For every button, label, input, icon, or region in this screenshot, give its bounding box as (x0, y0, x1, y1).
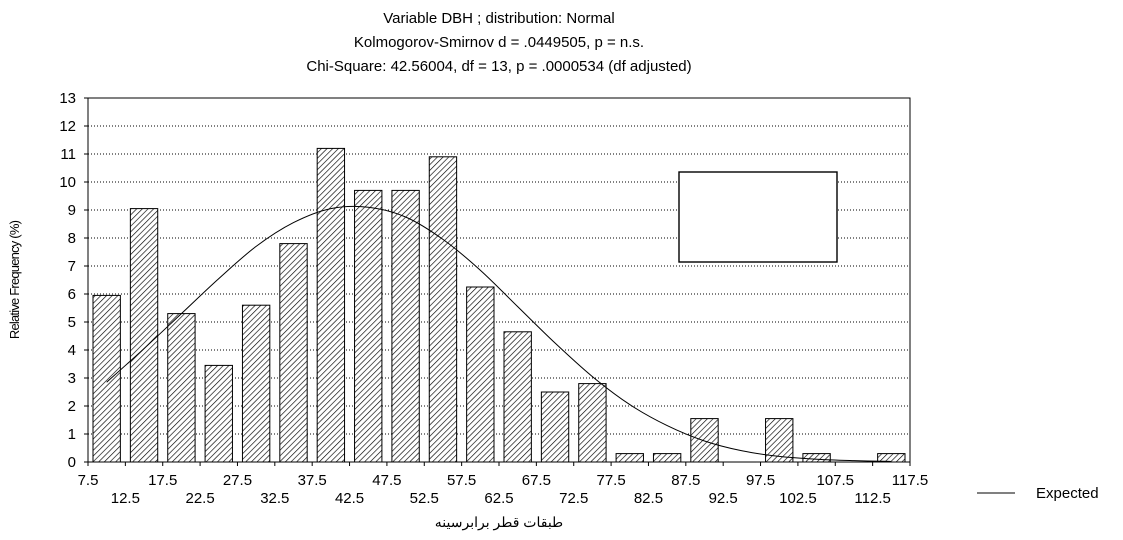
y-tick-label: 6 (68, 286, 76, 303)
bar (877, 453, 906, 463)
bar (204, 364, 233, 463)
bar (615, 453, 644, 463)
x-tick-label-top: 97.5 (746, 472, 775, 489)
x-tick-label-bottom: 52.5 (410, 490, 439, 507)
bar (540, 391, 570, 463)
x-tick-label-bottom: 92.5 (709, 490, 738, 507)
y-axis-label: Relative Frequency (%) (7, 220, 22, 339)
legend-label-expected: Expected (1036, 485, 1099, 502)
x-tick-label-bottom: 72.5 (559, 490, 588, 507)
legend-box (678, 171, 838, 263)
x-tick-label-top: 67.5 (522, 472, 551, 489)
bar (354, 189, 383, 463)
y-tick-label: 9 (68, 202, 76, 219)
expected-curve (106, 205, 892, 462)
y-tick-label: 8 (68, 230, 76, 247)
x-tick-label-bottom: 102.5 (779, 490, 817, 507)
y-tick-label: 4 (68, 342, 76, 359)
x-tick-label-bottom: 82.5 (634, 490, 663, 507)
bar (129, 208, 159, 463)
x-tick-label-top: 57.5 (447, 472, 476, 489)
bars (92, 147, 906, 463)
x-tick-label-bottom: 112.5 (854, 490, 890, 507)
bar (652, 453, 682, 463)
title-line-3: Chi-Square: 42.56004, df = 13, p = .0000… (306, 58, 691, 75)
x-tick-label-top: 27.5 (223, 472, 252, 489)
bar (167, 313, 196, 463)
bar (690, 418, 719, 463)
y-tick-label: 12 (59, 118, 76, 135)
bar (503, 331, 532, 463)
y-tick-label: 0 (68, 454, 76, 471)
bar (466, 286, 495, 463)
x-tick-label-top: 77.5 (596, 472, 625, 489)
x-tick-label-top: 17.5 (148, 472, 177, 489)
legend: Expected (977, 485, 1099, 502)
y-tick-label: 3 (68, 370, 76, 387)
y-tick-label: 1 (68, 426, 76, 443)
y-tick-label: 7 (68, 258, 76, 275)
y-tick-label: 5 (68, 314, 76, 331)
bar (316, 147, 346, 463)
x-tick-label-top: 107.5 (816, 472, 854, 489)
title-line-2: Kolmogorov-Smirnov d = .0449505, p = n.s… (354, 34, 644, 51)
bar (578, 383, 607, 463)
bar (279, 243, 308, 463)
y-tick-label: 13 (59, 90, 76, 107)
bar (92, 294, 121, 463)
x-axis-label: طبقات قطر برابرسینه (435, 514, 563, 531)
x-tick-label-top: 87.5 (671, 472, 700, 489)
bar (765, 418, 794, 463)
x-tick-label-bottom: 12.5 (111, 490, 140, 507)
bar (428, 156, 458, 463)
x-tick-label-top: 37.5 (298, 472, 327, 489)
bar (241, 304, 271, 463)
x-tick-label-bottom: 62.5 (484, 490, 513, 507)
x-tick-label-top: 7.5 (78, 472, 99, 489)
x-axis: 7.5 17.5 27.5 37.5 47.5 57.5 67.5 77.5 87.5 97.5 1… (78, 462, 928, 507)
y-tick-label: 11 (60, 146, 76, 163)
chart-title: Variable DBH ; distribution: Normal Kolm… (306, 10, 691, 75)
x-tick-label-bottom: 32.5 (260, 490, 289, 507)
x-tick-label-bottom: 22.5 (185, 490, 214, 507)
bar (391, 189, 420, 463)
x-tick-label-bottom: 42.5 (335, 490, 364, 507)
x-tick-label-top: 117.5 (892, 472, 928, 489)
bar (802, 453, 831, 463)
y-tick-label: 10 (59, 174, 76, 191)
x-tick-label-top: 47.5 (372, 472, 401, 489)
y-tick-label: 2 (68, 398, 76, 415)
title-line-1: Variable DBH ; distribution: Normal (383, 10, 614, 27)
